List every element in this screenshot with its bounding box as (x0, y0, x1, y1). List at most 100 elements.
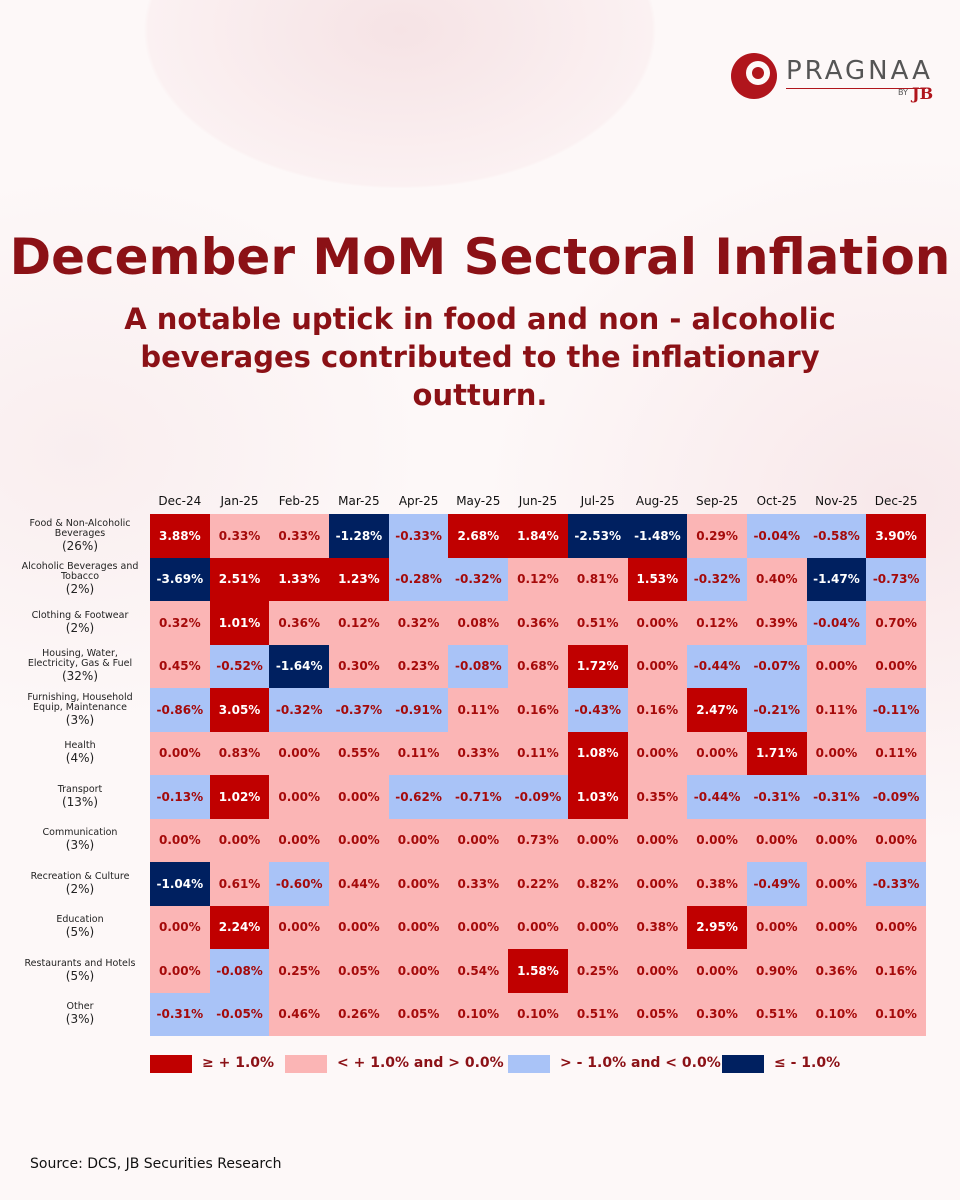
heatmap-cell: 0.00% (806, 862, 867, 906)
cell-label: 0.33% (457, 876, 500, 891)
cell-label: 0.54% (457, 963, 500, 978)
cell-label: 0.00% (815, 833, 858, 848)
cell-label: 0.12% (338, 615, 380, 630)
cell-label: 0.39% (755, 615, 798, 630)
heatmap-cell: 0.00% (388, 949, 449, 993)
heatmap-cell: 0.00% (627, 862, 688, 906)
heatmap-cell: 0.00% (448, 818, 509, 862)
cell-label: 0.00% (755, 920, 798, 935)
heatmap-cell: -0.28% (388, 557, 449, 601)
heatmap-cell: -0.33% (866, 862, 926, 906)
heatmap-cell: 0.00% (627, 949, 688, 993)
heatmap-cell: 2.95% (687, 905, 747, 949)
heatmap-cell: 0.00% (687, 949, 747, 993)
cell-label: 0.40% (755, 572, 798, 587)
row-name: Health (64, 740, 96, 752)
heatmap-cell: -0.31% (746, 775, 807, 819)
legend-label: ≥ + 1.0% (202, 1055, 275, 1071)
heatmap-cell: -0.11% (866, 688, 926, 732)
heatmap-cell: 0.10% (866, 992, 926, 1036)
heatmap-cell: 0.55% (329, 731, 389, 775)
column-header: Mar-25 (338, 494, 380, 508)
cell-label: 0.26% (338, 1007, 380, 1022)
cell-label: -0.11% (872, 702, 920, 717)
heatmap-cell: 0.00% (269, 775, 330, 819)
cell-label: 0.36% (278, 615, 321, 630)
cell-label: 0.00% (517, 920, 559, 935)
legend-swatch (722, 1055, 764, 1073)
heatmap-cell: 0.39% (746, 601, 807, 645)
row-name: Food & Non-Alcoholic Beverages (29, 517, 131, 539)
row-name: Furnishing, Household Equip, Maintenance (27, 691, 133, 713)
heatmap-cell: -0.33% (388, 514, 449, 558)
cell-label: 1.01% (218, 615, 261, 630)
heatmap-cell: 1.84% (508, 514, 568, 558)
heatmap-cell: 0.00% (508, 905, 568, 949)
cell-label: 0.00% (636, 659, 679, 674)
heatmap-cell: 3.90% (866, 514, 926, 558)
heatmap-cell: -0.73% (866, 557, 926, 601)
heatmap-cell: 0.00% (627, 731, 688, 775)
heatmap-cell: -0.09% (866, 775, 926, 819)
cell-label: 0.12% (696, 615, 738, 630)
cell-label: 0.61% (218, 876, 261, 891)
heatmap-cell: 0.51% (746, 992, 807, 1036)
heatmap-cell: -3.69% (150, 557, 210, 601)
cell-label: 0.90% (755, 963, 798, 978)
cell-label: 1.23% (338, 572, 380, 587)
cell-label: -0.21% (753, 702, 801, 717)
row-name: Transport (57, 783, 103, 795)
heatmap-cell: -1.48% (627, 514, 688, 558)
row-weight: (5%) (65, 925, 95, 940)
cell-label: 0.16% (875, 963, 917, 978)
column-header: Feb-25 (278, 494, 320, 508)
cell-label: 0.05% (636, 1007, 679, 1022)
cell-label: 0.16% (636, 702, 679, 717)
cell-label: -1.47% (813, 572, 860, 587)
heatmap-cell: -0.49% (746, 862, 807, 906)
cell-label: -1.48% (634, 528, 681, 543)
heatmap-cell: 2.47% (687, 688, 747, 732)
cell-label: 0.00% (159, 746, 201, 761)
heatmap-cell: -0.31% (806, 775, 867, 819)
cell-label: 0.00% (636, 876, 679, 891)
heatmap-cell: 0.00% (866, 644, 926, 688)
cell-label: 1.08% (576, 746, 619, 761)
heatmap-cell: 0.11% (866, 731, 926, 775)
logo-mark (731, 53, 777, 99)
heatmap-cell: 0.29% (687, 514, 747, 558)
row-label: Restaurants and Hotels (5%) (20, 953, 140, 989)
heatmap-cell: 1.58% (508, 949, 568, 993)
heatmap-cell: 0.36% (806, 949, 867, 993)
heatmap-cell: -0.31% (150, 992, 210, 1036)
cell-label: 0.32% (397, 615, 440, 630)
cell-label: 0.38% (636, 920, 679, 935)
heatmap-cell: 0.45% (150, 644, 210, 688)
heatmap-cell: 0.38% (687, 862, 747, 906)
heatmap-cell: 0.22% (508, 862, 568, 906)
row-weight: (26%) (61, 538, 99, 553)
heatmap-cell: 0.30% (329, 644, 389, 688)
heatmap-cell: 0.30% (687, 992, 747, 1036)
cell-label: 1.02% (218, 789, 261, 804)
row-label: Communication (3%) (20, 823, 140, 859)
cell-label: -0.60% (275, 876, 323, 891)
cell-label: 0.10% (875, 1007, 917, 1022)
heatmap-cell: -1.64% (269, 644, 330, 688)
heatmap-cell: 0.16% (866, 949, 926, 993)
cell-label: -0.73% (872, 572, 920, 587)
heatmap-cell: 0.00% (746, 905, 807, 949)
cell-label: 0.00% (815, 876, 858, 891)
cell-label: 0.30% (338, 659, 380, 674)
row-label: Alcoholic Beverages and Tobacco (2%) (20, 562, 140, 598)
cell-label: 0.51% (576, 615, 619, 630)
cell-label: -0.71% (454, 789, 502, 804)
heatmap-cell: -0.60% (269, 862, 330, 906)
cell-label: -0.28% (395, 572, 442, 587)
legend-swatch (285, 1055, 327, 1073)
heatmap-cell: 0.51% (567, 992, 628, 1036)
heatmap-cell: 0.00% (448, 905, 509, 949)
cell-label: -0.44% (693, 789, 741, 804)
heatmap-cell: 0.00% (687, 818, 747, 862)
cell-label: 0.73% (517, 833, 559, 848)
